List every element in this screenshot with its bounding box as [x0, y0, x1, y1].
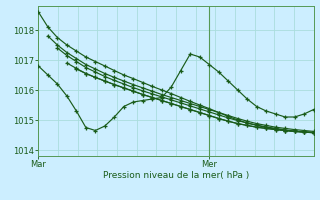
X-axis label: Pression niveau de la mer( hPa ): Pression niveau de la mer( hPa ) — [103, 171, 249, 180]
